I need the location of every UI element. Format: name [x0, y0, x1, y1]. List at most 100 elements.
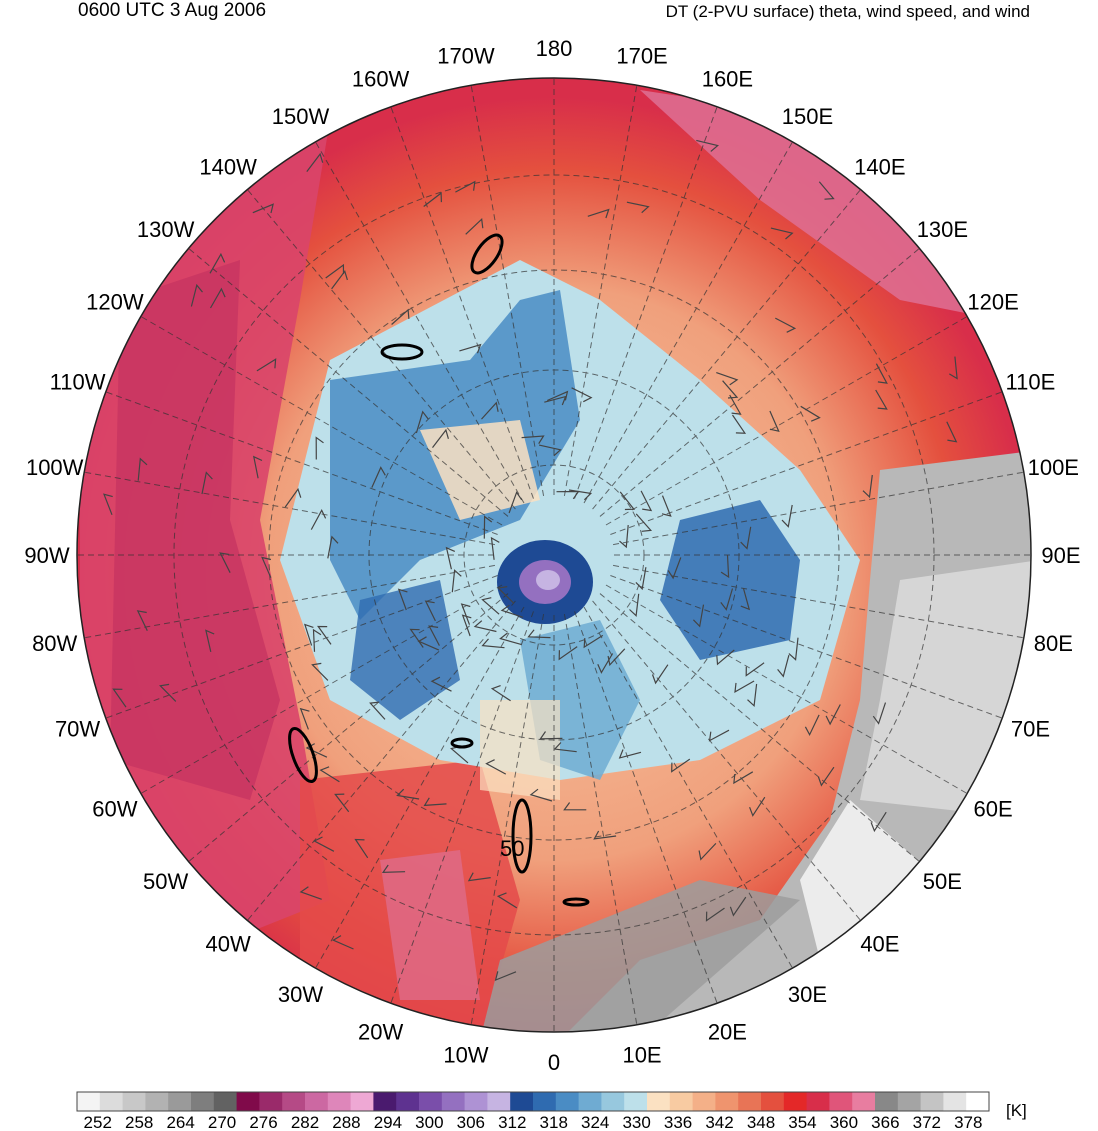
wind-barb — [465, 217, 484, 235]
longitude-label: 130W — [137, 217, 195, 242]
colorbar-tick-label: 270 — [208, 1113, 236, 1131]
wind-barb — [640, 490, 653, 512]
wind-barb — [740, 526, 752, 550]
wind-barb — [716, 372, 739, 386]
longitude-label: 160W — [352, 67, 410, 92]
wind-barb — [137, 457, 148, 481]
wind-barb — [205, 629, 215, 653]
wind-barb — [775, 317, 797, 333]
wind-barb — [483, 515, 493, 539]
wind-barbs — [103, 139, 958, 981]
longitude-label: 120W — [86, 290, 144, 315]
wind-barb — [473, 620, 497, 633]
colorbar-tick-label: 252 — [84, 1113, 112, 1131]
contour-label: 50 — [500, 836, 524, 861]
colorbar: 252 258 264 270 276 282 288 294 300 306 312 318 324 3… — [76, 1091, 990, 1131]
wind-barb — [781, 504, 793, 528]
colorbar-swatch — [259, 1092, 283, 1111]
wind-barb — [299, 707, 310, 730]
colorbar-tick-label: 300 — [415, 1113, 443, 1131]
colorbar-swatch — [852, 1092, 876, 1111]
wind-barb — [481, 638, 505, 649]
longitude-label: 180 — [536, 36, 573, 61]
longitude-label: 170E — [616, 44, 667, 69]
colorbar-swatch — [122, 1092, 146, 1111]
colorbar-swatch — [282, 1092, 306, 1111]
colorbar-tick-label: 354 — [788, 1113, 816, 1131]
longitude-labels: 180 170E 160E 150E 140E 130E 120E 110E 100E 90E 80… — [24, 36, 1080, 1075]
map-product-title: DT (2-PVU surface) theta, wind speed, an… — [665, 2, 1030, 21]
colorbar-tick-label: 306 — [457, 1113, 485, 1131]
longitude-label: 100W — [26, 455, 84, 480]
wind-barb — [720, 588, 734, 611]
wind-barb — [261, 556, 272, 578]
wind-barb — [381, 864, 406, 874]
wind-barb — [303, 623, 314, 646]
colorbar-swatch — [601, 1092, 625, 1111]
wind-barb — [455, 180, 476, 193]
wind-barb — [619, 525, 629, 549]
wind-barb — [325, 263, 345, 279]
wind-speed-contours — [288, 233, 590, 907]
wind-barb — [432, 428, 449, 448]
wind-barb — [284, 487, 302, 508]
wind-barb — [553, 742, 577, 753]
wind-barb — [544, 395, 567, 406]
wind-barb — [732, 414, 747, 434]
wind-barb — [546, 390, 569, 402]
wind-barb — [299, 886, 322, 900]
wind-barb — [729, 394, 742, 415]
wind-barb — [423, 797, 447, 807]
colorbar-tick-label: 348 — [747, 1113, 775, 1131]
longitude-label: 40W — [205, 931, 250, 956]
wind-barb — [948, 356, 958, 380]
colorbar-swatch — [464, 1092, 488, 1111]
colorbar-tick-label: 294 — [374, 1113, 402, 1131]
colorbar-swatch — [647, 1092, 671, 1111]
wind-barb — [558, 646, 578, 661]
colorbar-swatch — [213, 1092, 238, 1111]
wind-barb — [397, 588, 408, 611]
longitude-label: 50W — [143, 869, 188, 894]
longitude-label: 110W — [50, 370, 106, 395]
wind-barb — [315, 436, 324, 460]
colorbar-unit: [K] — [1006, 1101, 1027, 1120]
wind-barb — [256, 358, 277, 372]
wind-barb — [698, 842, 717, 861]
wind-barb — [872, 702, 887, 725]
wind-barb — [667, 557, 682, 580]
colorbar-tick-label: 330 — [622, 1113, 650, 1131]
wind-barb — [538, 444, 562, 457]
wind-barb — [734, 680, 755, 694]
wind-barb — [311, 662, 329, 681]
colorbar-tick-label: 258 — [125, 1113, 153, 1131]
wind-barb — [804, 714, 820, 737]
wind-barb — [451, 569, 462, 593]
colorbar-tick-label: 282 — [291, 1113, 319, 1131]
wind-barb — [313, 836, 335, 852]
colorbar-tick-label: 372 — [913, 1113, 941, 1131]
colorbar-swatch — [806, 1092, 830, 1111]
wind-barb — [209, 287, 226, 309]
longitude-label: 60E — [973, 797, 1012, 822]
wind-barb — [112, 688, 127, 708]
wind-barb — [692, 604, 705, 628]
wind-barb — [716, 649, 735, 666]
wind-barb — [733, 771, 754, 785]
colorbar-swatch — [897, 1092, 922, 1111]
wind-barb — [424, 600, 436, 622]
wind-barb — [626, 201, 650, 214]
longitude-label: 160E — [702, 67, 753, 92]
longitude-label: 120E — [967, 290, 1018, 315]
colorbar-frame — [76, 1091, 990, 1112]
longitude-label: 140W — [199, 155, 257, 180]
wind-barb — [310, 508, 327, 530]
wind-barb — [740, 587, 751, 611]
wind-barb — [500, 604, 524, 618]
wind-barb — [770, 227, 794, 240]
wind-barb — [769, 410, 780, 433]
colorbar-tick-label: 336 — [664, 1113, 692, 1131]
wind-barb — [777, 654, 790, 678]
colorbar-tick-label: 318 — [540, 1113, 568, 1131]
